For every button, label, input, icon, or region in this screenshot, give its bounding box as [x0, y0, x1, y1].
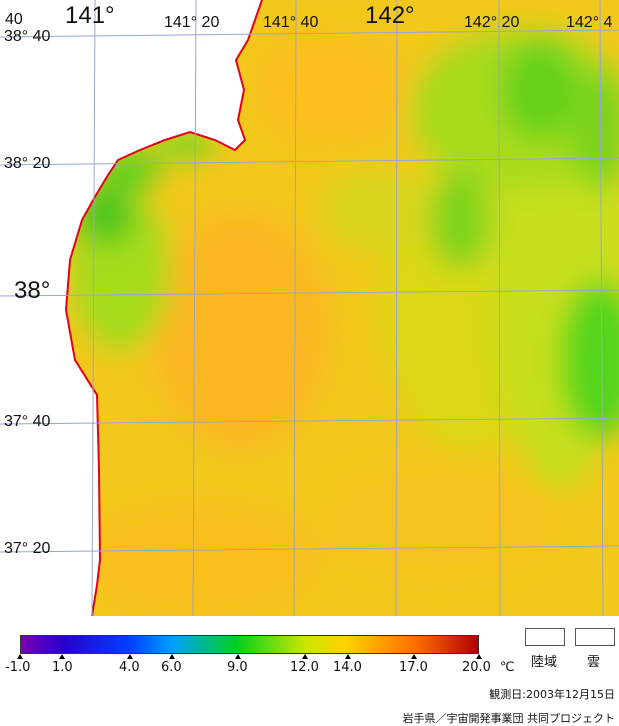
scale-tick: [169, 654, 175, 659]
lon-label: 141°: [65, 2, 115, 29]
scale-tick-label: 14.0: [333, 660, 362, 675]
scale-tick: [345, 654, 351, 659]
observation-date: 観測日:2003年12月15日: [489, 688, 615, 701]
scale-tick: [476, 654, 482, 659]
scale-tick-label: 6.0: [161, 660, 182, 675]
scale-tick-label: 4.0: [119, 660, 140, 675]
scale-tick: [59, 654, 65, 659]
scale-tick-label: 20.0: [462, 660, 491, 675]
lon-label: 40: [5, 11, 23, 28]
lat-label: 38° 40: [4, 28, 51, 45]
lat-label: 38° 20: [4, 155, 51, 172]
graticule: [0, 0, 619, 617]
lon-label: 141° 20: [164, 14, 220, 31]
lat-label: 37° 20: [4, 540, 51, 557]
lon-label: 142° 4: [566, 14, 613, 31]
land-legend-swatch: [525, 628, 565, 646]
lat-label: 38°: [14, 277, 51, 304]
coastline: [64, 0, 263, 617]
land-legend-label: 陸域: [531, 655, 558, 670]
sea-surface-temperature-map: 40 141° 141° 20 141° 40 142° 142° 20 142…: [0, 0, 619, 617]
scale-unit: ℃: [500, 660, 515, 675]
cloud-legend-swatch: [575, 628, 615, 646]
lon-label: 142°: [365, 2, 415, 29]
scale-tick: [17, 654, 23, 659]
lon-label: 142° 20: [464, 14, 520, 31]
scale-tick-label: 1.0: [52, 660, 73, 675]
scale-tick-label: 17.0: [399, 660, 428, 675]
scale-tick-label: -1.0: [5, 660, 31, 675]
lon-label: 141° 40: [263, 14, 319, 31]
scale-tick: [411, 654, 417, 659]
credit-line: 岩手県／宇宙開発事業団 共同プロジェクト: [402, 712, 616, 725]
temperature-color-scale: [20, 635, 479, 654]
scale-tick: [235, 654, 241, 659]
scale-tick-label: 12.0: [290, 660, 319, 675]
cloud-legend-label: 雲: [587, 655, 601, 670]
scale-tick: [127, 654, 133, 659]
lat-label: 37° 40: [4, 413, 51, 430]
scale-tick: [302, 654, 308, 659]
scale-tick-label: 9.0: [227, 660, 248, 675]
